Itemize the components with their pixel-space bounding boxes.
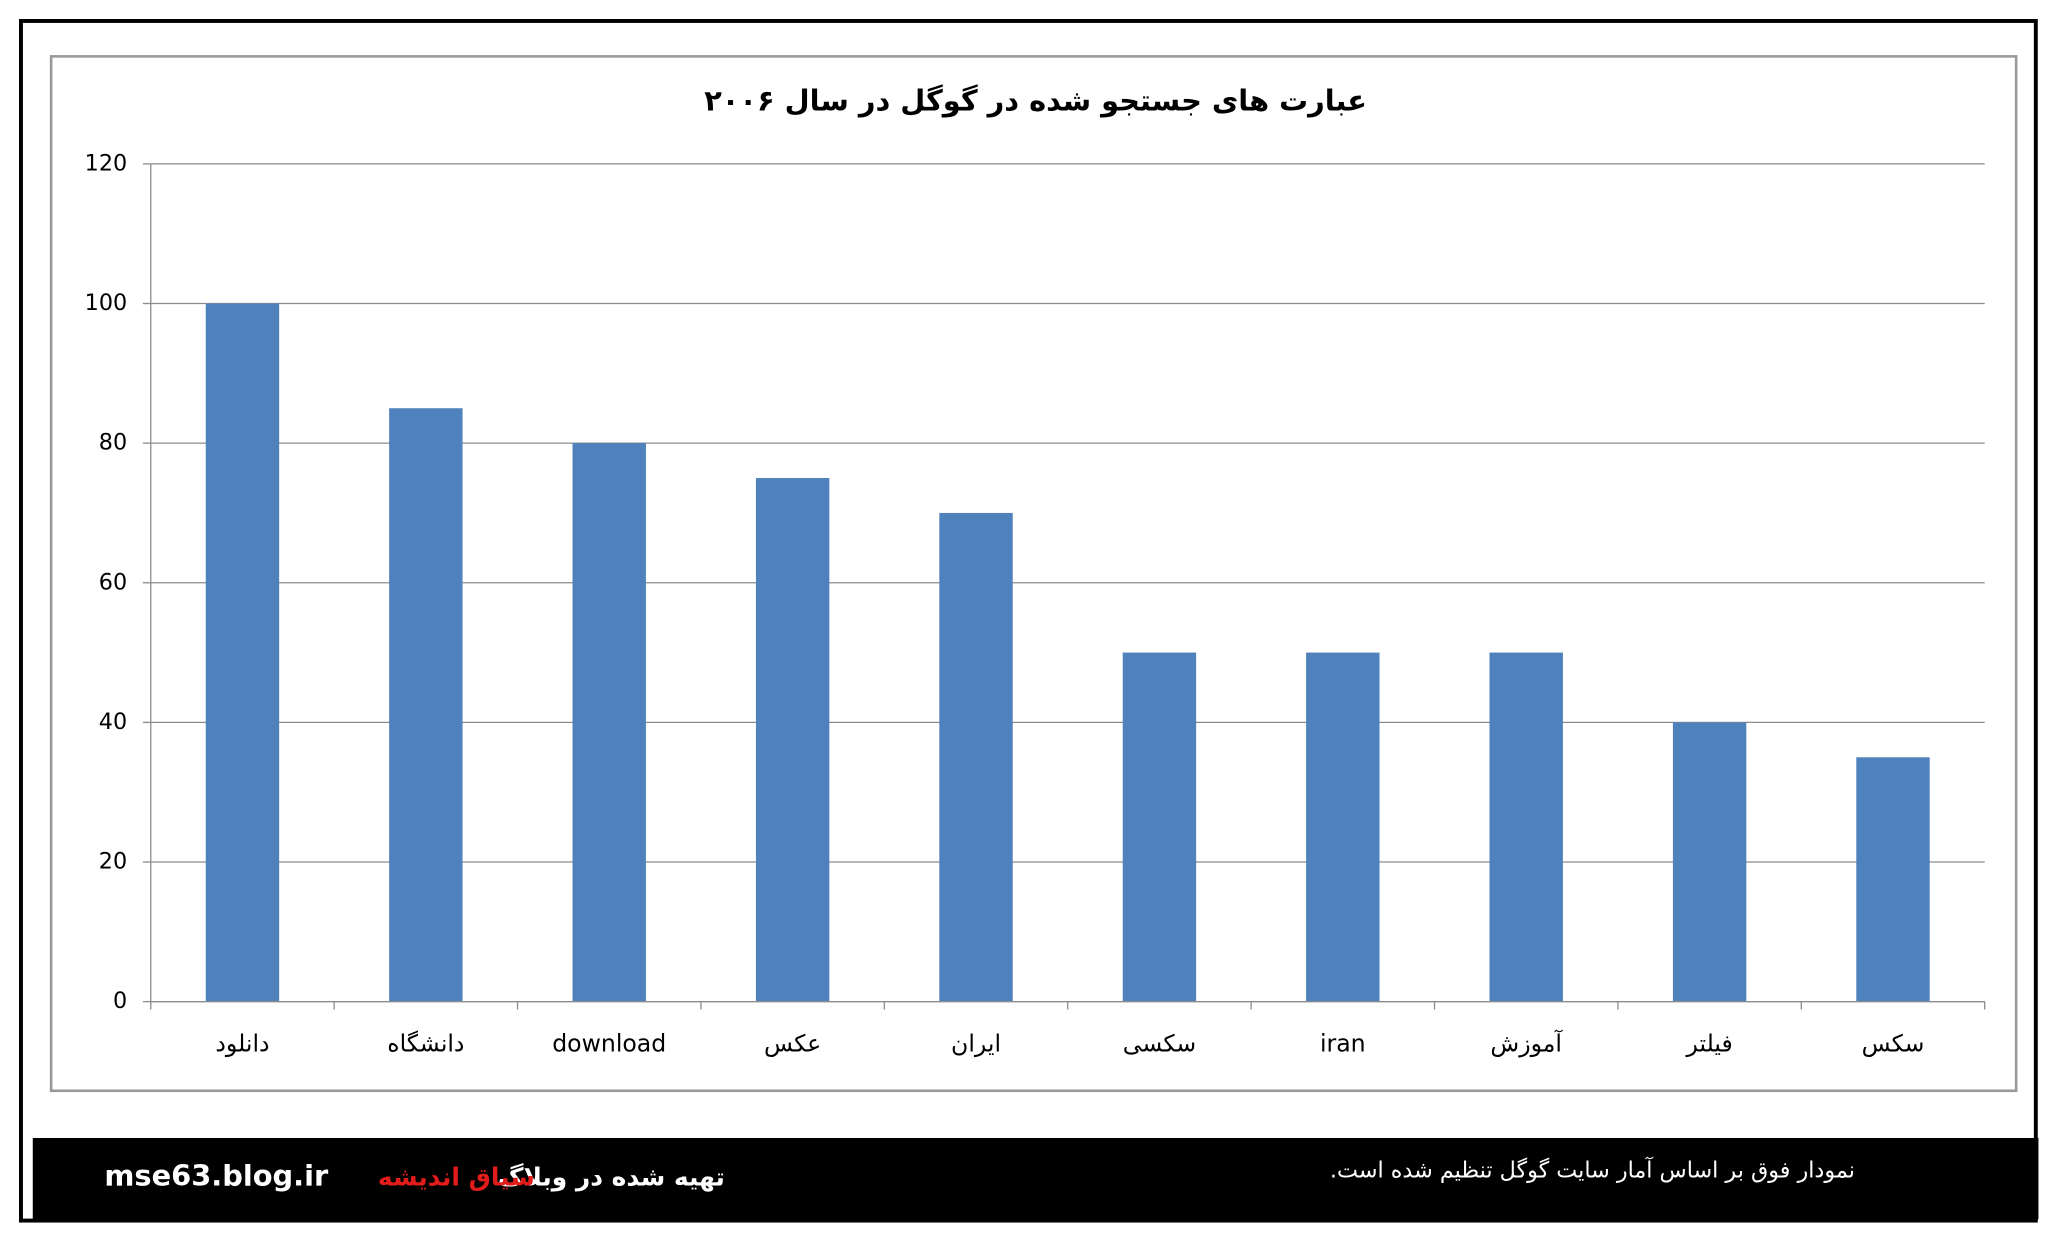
- bar: [1122, 652, 1197, 1002]
- footer-bar: [32, 1137, 2039, 1220]
- x-tick-label: دانلود: [215, 1029, 269, 1057]
- x-tick-label: دانشگاه: [387, 1029, 464, 1057]
- bar: [939, 512, 1013, 1002]
- bar: [1306, 652, 1380, 1002]
- bar: [1856, 757, 1930, 1002]
- y-tick-label: 120: [85, 150, 127, 176]
- bar: [1489, 652, 1563, 1002]
- outer-frame: [19, 19, 2038, 1223]
- y-tick-label: 60: [99, 569, 127, 595]
- footer-blog-name: سیاق اندیشه: [378, 1163, 535, 1192]
- bar: [755, 478, 830, 1002]
- y-tick-label: 80: [99, 430, 127, 456]
- bar: [572, 443, 646, 1002]
- x-tick-label: download: [552, 1029, 666, 1057]
- footer-made-in: تهیه شده در وبلاگ: [498, 1163, 725, 1193]
- x-tick-label: iran: [1320, 1029, 1366, 1057]
- footer-site: mse63.blog.ir: [104, 1158, 329, 1192]
- bar: [389, 408, 463, 1002]
- y-tick-label: 100: [85, 290, 127, 316]
- footer-note: نمودار فوق بر اساس آمار سایت گوگل تنظیم …: [1330, 1156, 1855, 1183]
- bar: [205, 303, 280, 1002]
- x-tick-label: فیلتر: [1685, 1029, 1732, 1057]
- bar: [1672, 722, 1747, 1002]
- x-tick-label: سکس: [1862, 1029, 1925, 1057]
- x-tick-label: آموزش: [1490, 1028, 1563, 1057]
- plot: 0 20 40 60 80 100 120 دانلود دانشگاه download عکس ا…: [85, 150, 1986, 1057]
- x-tick-label: ایران: [951, 1029, 1001, 1057]
- x-tick-label: عکس: [764, 1029, 821, 1057]
- y-tick-label: 0: [113, 988, 127, 1014]
- y-tick-label: 20: [99, 849, 127, 875]
- y-tick-label: 40: [99, 709, 127, 735]
- x-tick-label: سکسی: [1123, 1029, 1196, 1057]
- chart-title: عبارت های جستجو شده در گوگل در سال ۲۰۰۶: [704, 83, 1367, 117]
